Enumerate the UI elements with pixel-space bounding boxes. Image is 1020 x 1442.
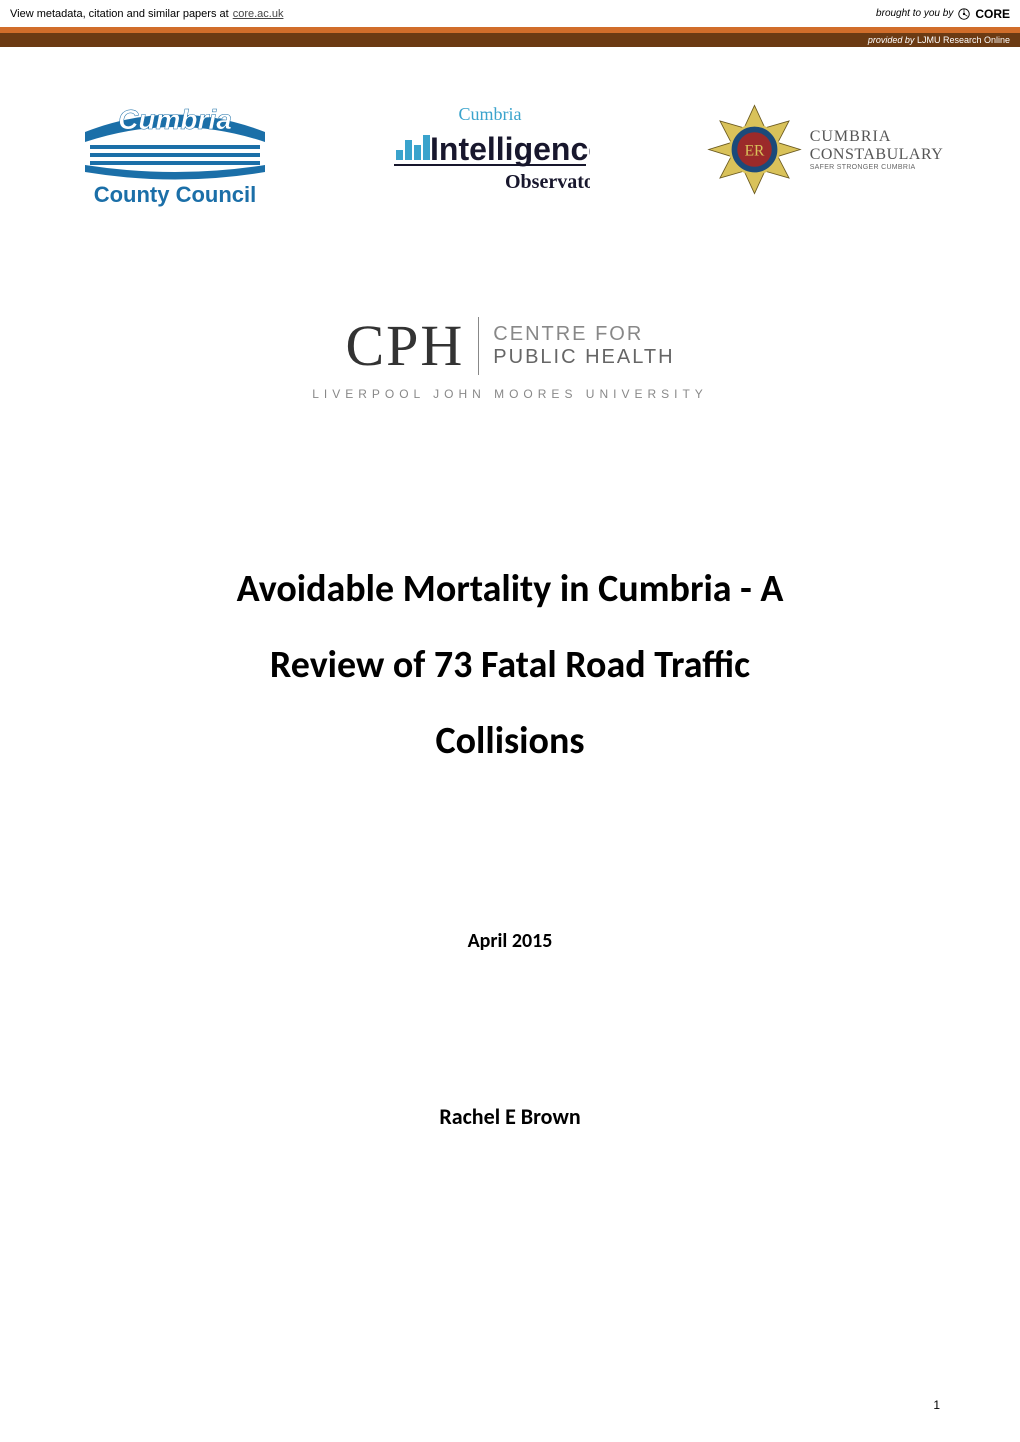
cph-abbrev: CPH xyxy=(345,312,464,379)
title-line1: Avoidable Mortality in Cumbria - A xyxy=(70,551,950,627)
logos-row: Cumbria County Council Cumbria Intellige… xyxy=(70,87,950,212)
document-author: Rachel E Brown xyxy=(70,1103,950,1130)
intel-main-svg: Intelligence xyxy=(430,131,590,167)
sub-banner-source: LJMU Research Online xyxy=(917,35,1010,45)
constabulary-line2: CONSTABULARY xyxy=(810,146,944,164)
document-title: Avoidable Mortality in Cumbria - A Revie… xyxy=(70,551,950,779)
sub-banner: provided by LJMU Research Online xyxy=(0,33,1020,47)
constabulary-tagline: SAFER STRONGER CUMBRIA xyxy=(810,164,944,171)
document-date: April 2015 xyxy=(70,929,950,953)
cumbria-intelligence-observatory-logo: Cumbria Intelligence Observatory xyxy=(390,100,590,200)
core-brand: CORE xyxy=(975,7,1010,21)
constabulary-text: CUMBRIA CONSTABULARY SAFER STRONGER CUMB… xyxy=(810,128,944,171)
title-line3: Collisions xyxy=(70,703,950,779)
core-link[interactable]: core.ac.uk xyxy=(233,8,284,20)
constabulary-badge-icon: ER xyxy=(707,102,802,197)
core-icon xyxy=(957,7,971,21)
title-line2: Review of 73 Fatal Road Traffic xyxy=(70,627,950,703)
metadata-banner: View metadata, citation and similar pape… xyxy=(0,0,1020,27)
cph-right: CENTRE FOR PUBLIC HEALTH xyxy=(493,323,674,369)
cumbria-constabulary-logo: ER CUMBRIA CONSTABULARY SAFER STRONGER C… xyxy=(700,95,950,205)
badge-initials-svg: ER xyxy=(744,143,764,160)
page-number: 1 xyxy=(933,1398,940,1412)
council-line1-svg: Cumbria xyxy=(118,104,232,135)
cph-r2: PUBLIC HEALTH xyxy=(493,346,674,369)
cph-divider xyxy=(478,317,479,375)
cumbria-county-council-logo: Cumbria County Council xyxy=(70,87,280,212)
banner-left-text: View metadata, citation and similar pape… xyxy=(10,8,229,20)
cph-main: CPH CENTRE FOR PUBLIC HEALTH xyxy=(345,312,674,379)
intel-bottom-svg: Observatory xyxy=(505,171,590,193)
banner-right: brought to you by CORE xyxy=(876,7,1010,21)
intel-top-svg: Cumbria xyxy=(459,104,522,124)
banner-right-prefix: brought to you by xyxy=(876,8,953,19)
cph-subtitle: LIVERPOOL JOHN MOORES UNIVERSITY xyxy=(70,387,950,401)
cph-r1: CENTRE FOR xyxy=(493,323,674,346)
page-content: Cumbria County Council Cumbria Intellige… xyxy=(0,47,1020,1160)
cph-logo: CPH CENTRE FOR PUBLIC HEALTH LIVERPOOL J… xyxy=(70,312,950,401)
constabulary-line1: CUMBRIA xyxy=(810,128,944,146)
council-line2-svg: County Council xyxy=(94,182,257,207)
sub-banner-prefix: provided by xyxy=(868,35,915,45)
banner-left: View metadata, citation and similar pape… xyxy=(10,8,283,20)
